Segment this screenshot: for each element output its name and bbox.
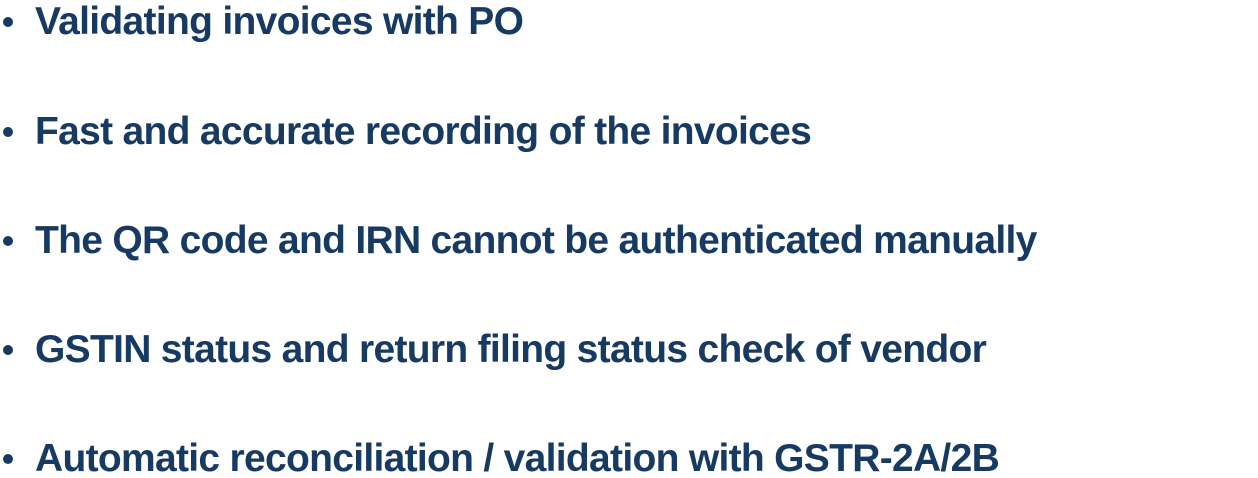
bullet-item-qr-irn-authentication: The QR code and IRN cannot be authentica…	[0, 219, 1037, 263]
bullet-text: The QR code and IRN cannot be authentica…	[35, 219, 1037, 262]
bullet-dot-icon	[3, 236, 13, 246]
bullet-dot-icon	[3, 127, 13, 137]
bullet-text: Validating invoices with PO	[35, 0, 524, 43]
bullet-item-gstin-status-check: GSTIN status and return filing status ch…	[0, 328, 987, 372]
bullet-text: Automatic reconciliation / validation wi…	[35, 437, 1000, 478]
bullet-item-validating-invoices: Validating invoices with PO	[0, 0, 524, 44]
bullet-text: Fast and accurate recording of the invoi…	[35, 110, 812, 153]
bullet-dot-icon	[3, 17, 13, 27]
bullet-text: GSTIN status and return filing status ch…	[35, 328, 987, 371]
bullet-dot-icon	[3, 345, 13, 355]
bullet-item-fast-accurate-recording: Fast and accurate recording of the invoi…	[0, 110, 812, 154]
bullet-item-automatic-reconciliation: Automatic reconciliation / validation wi…	[0, 437, 1000, 478]
bullet-dot-icon	[3, 454, 13, 464]
